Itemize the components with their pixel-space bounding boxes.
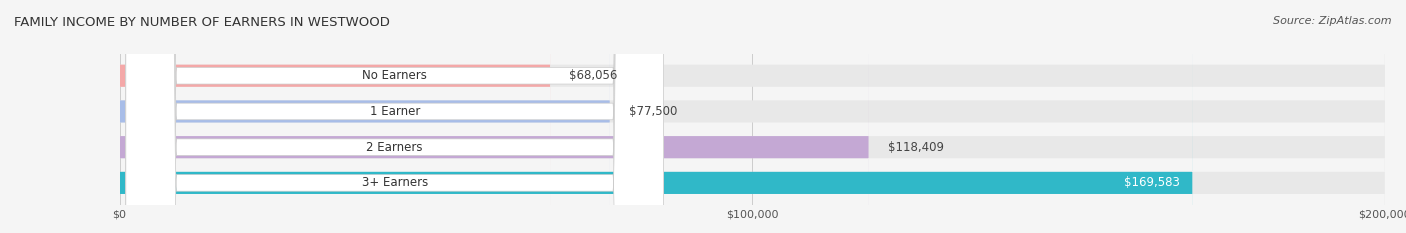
FancyBboxPatch shape xyxy=(120,0,610,233)
FancyBboxPatch shape xyxy=(120,0,1385,233)
Text: $77,500: $77,500 xyxy=(628,105,678,118)
Text: $169,583: $169,583 xyxy=(1123,176,1180,189)
FancyBboxPatch shape xyxy=(120,0,1192,233)
FancyBboxPatch shape xyxy=(120,0,1385,233)
FancyBboxPatch shape xyxy=(127,0,664,233)
FancyBboxPatch shape xyxy=(127,0,664,233)
Text: 3+ Earners: 3+ Earners xyxy=(361,176,427,189)
FancyBboxPatch shape xyxy=(120,0,550,233)
FancyBboxPatch shape xyxy=(127,0,664,233)
FancyBboxPatch shape xyxy=(120,0,1385,233)
FancyBboxPatch shape xyxy=(120,0,1385,233)
Text: 2 Earners: 2 Earners xyxy=(367,141,423,154)
Text: No Earners: No Earners xyxy=(363,69,427,82)
Text: FAMILY INCOME BY NUMBER OF EARNERS IN WESTWOOD: FAMILY INCOME BY NUMBER OF EARNERS IN WE… xyxy=(14,16,389,29)
Text: $118,409: $118,409 xyxy=(887,141,943,154)
Text: 1 Earner: 1 Earner xyxy=(370,105,420,118)
FancyBboxPatch shape xyxy=(120,0,869,233)
Text: $68,056: $68,056 xyxy=(569,69,617,82)
FancyBboxPatch shape xyxy=(127,0,664,233)
Text: Source: ZipAtlas.com: Source: ZipAtlas.com xyxy=(1274,16,1392,26)
